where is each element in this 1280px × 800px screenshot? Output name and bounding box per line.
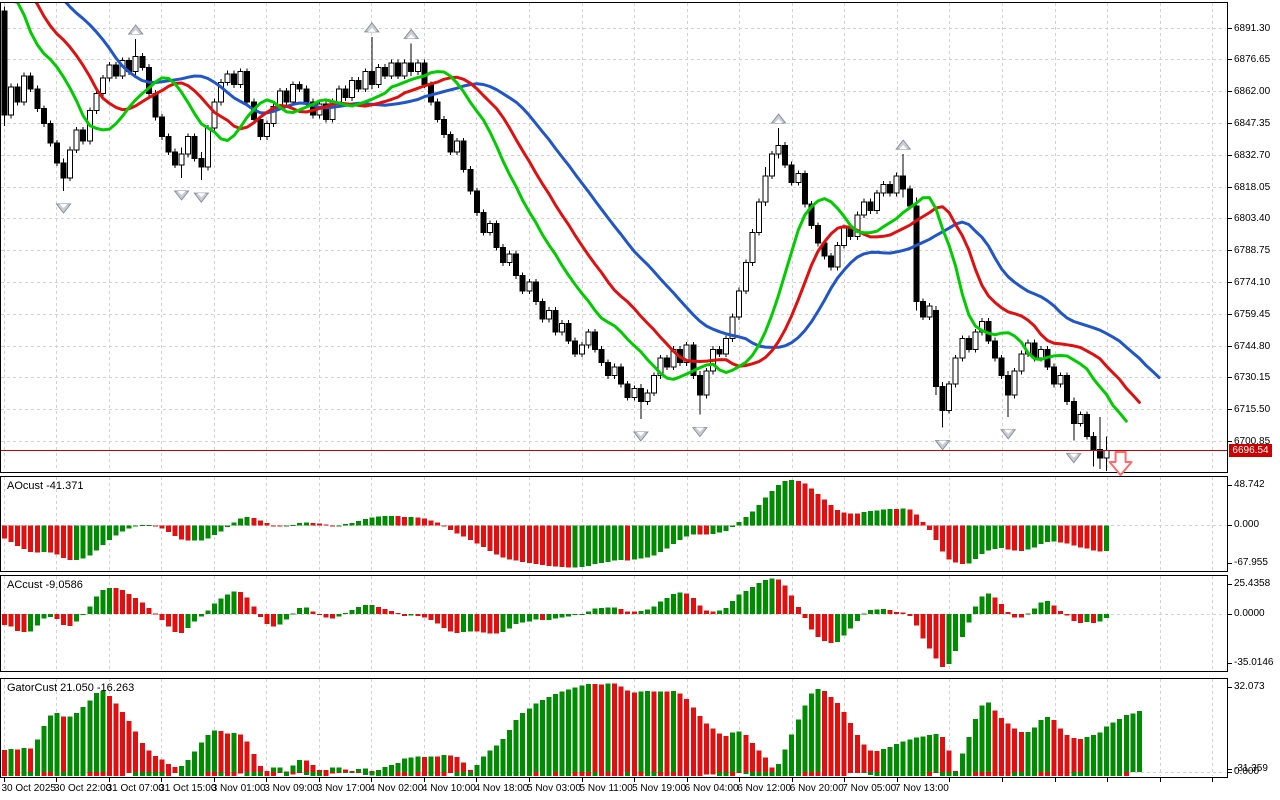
axis-tick-marks — [4, 28, 1232, 782]
alligator-teeth-line — [34, 3, 1141, 404]
time-tick-label: 5 Nov 11:00 — [579, 783, 633, 794]
gator-scale-label: 0.000 — [1234, 766, 1260, 777]
time-tick-label: 30 Oct 2025 — [1, 783, 56, 794]
price-tick-label: 6803.40 — [1234, 212, 1271, 224]
price-tick-label: 6759.45 — [1234, 308, 1271, 320]
time-tick-label: 7 Nov 13:00 — [894, 783, 949, 794]
ac-indicator-label: ACcust -9.0586 — [7, 579, 83, 591]
fractal-notch — [1004, 429, 1013, 434]
price-tick-label: 6847.35 — [1234, 117, 1271, 129]
time-tick-label: 4 Nov 10:00 — [421, 783, 476, 794]
price-tick-label: 6774.10 — [1234, 276, 1271, 288]
ac-histogram — [2, 578, 1110, 667]
time-tick-label: 6 Nov 20:00 — [789, 783, 844, 794]
fractal-notch — [636, 431, 645, 436]
ao-indicator-label: AOcust -41.371 — [7, 480, 84, 492]
gator-indicator-label: GatorCust 21.050 -16.263 — [7, 682, 135, 694]
time-tick-label: 4 Nov 02:00 — [369, 783, 424, 794]
time-tick-label: 5 Nov 19:00 — [632, 783, 687, 794]
current-price-badge: 6696.54 — [1229, 444, 1272, 457]
gator-top-histogram — [2, 683, 1142, 773]
price-tick-label: 6788.75 — [1234, 244, 1271, 256]
ao-scale-label: -67.955 — [1234, 557, 1268, 568]
time-tick-label: 4 Nov 18:00 — [474, 783, 529, 794]
price-tick-label: 6715.50 — [1234, 403, 1271, 415]
fractal-notch — [695, 427, 704, 432]
fractal-notch — [774, 119, 783, 124]
price-tick-label: 6744.80 — [1234, 340, 1271, 352]
fractal-notch — [938, 440, 947, 445]
sell-signal-down-arrow-icon — [1108, 451, 1133, 476]
ao-scale-label: 0.000 — [1234, 519, 1260, 530]
time-tick-label: 6 Nov 04:00 — [684, 783, 739, 794]
ac-scale-label: 25.4358 — [1234, 578, 1271, 589]
ao-scale-label: 48.742 — [1234, 479, 1265, 490]
price-tick-label: 6700.85 — [1234, 435, 1271, 447]
fractal-notch — [131, 30, 140, 35]
ac-pane-canvas[interactable] — [0, 575, 1228, 672]
main-pane-canvas[interactable] — [0, 2, 1228, 473]
fractal-notch — [197, 193, 206, 198]
fractal-notch — [407, 34, 416, 39]
time-tick-label: 3 Nov 09:00 — [264, 783, 319, 794]
ao-histogram — [2, 479, 1110, 568]
time-tick-label: 7 Nov 05:00 — [842, 783, 897, 794]
price-tick-label: 6876.65 — [1234, 53, 1271, 65]
fractal-notch — [59, 204, 68, 209]
candles-group — [1, 6, 1110, 471]
price-tick-label: 6730.15 — [1234, 371, 1271, 383]
time-tick-label: 5 Nov 03:00 — [527, 783, 581, 794]
time-tick-label: 3 Nov 17:00 — [316, 783, 371, 794]
fractal-notch — [1069, 453, 1078, 458]
ac-scale-label: 0.0000 — [1234, 608, 1265, 619]
alligator-lines — [14, 3, 1161, 423]
alligator-lips-line — [14, 3, 1128, 423]
gator-bottom-histogram — [2, 771, 1129, 776]
fractal-notch — [367, 27, 376, 32]
time-tick-label: 30 Oct 22:00 — [54, 783, 112, 794]
price-tick-label: 6818.05 — [1234, 181, 1271, 193]
price-tick-label: 6891.30 — [1234, 22, 1271, 34]
time-tick-label: 31 Oct 15:00 — [159, 783, 217, 794]
gator-scale-label: 32.073 — [1234, 681, 1265, 692]
gator-scale-label: -31.359 — [1234, 763, 1268, 774]
time-tick-label: 6 Nov 12:00 — [737, 783, 792, 794]
price-tick-label: 6832.70 — [1234, 149, 1271, 161]
alligator-jaw-line — [64, 3, 1161, 380]
ac-scale-label: -35.0146 — [1234, 657, 1274, 668]
time-tick-label: 31 Oct 07:00 — [106, 783, 164, 794]
time-tick-label: 3 Nov 01:00 — [211, 783, 266, 794]
fractal-arrows — [55, 22, 1082, 464]
fractal-notch — [899, 145, 908, 150]
price-tick-label: 6862.00 — [1234, 85, 1271, 97]
fractal-notch — [177, 190, 186, 195]
